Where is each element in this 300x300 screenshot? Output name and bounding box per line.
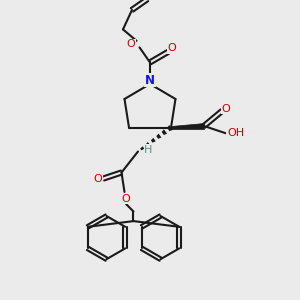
Text: H: H (144, 145, 153, 155)
Polygon shape (162, 129, 167, 135)
Polygon shape (146, 142, 150, 146)
Polygon shape (151, 138, 156, 143)
Polygon shape (167, 125, 173, 131)
Text: O: O (94, 173, 103, 184)
Polygon shape (140, 146, 144, 150)
Text: O: O (122, 194, 130, 204)
Text: OH: OH (227, 128, 244, 139)
Text: O: O (127, 39, 136, 50)
Polygon shape (156, 134, 161, 139)
Text: O: O (167, 43, 176, 53)
Polygon shape (171, 123, 204, 129)
Text: N: N (145, 74, 155, 87)
Text: O: O (221, 104, 230, 114)
